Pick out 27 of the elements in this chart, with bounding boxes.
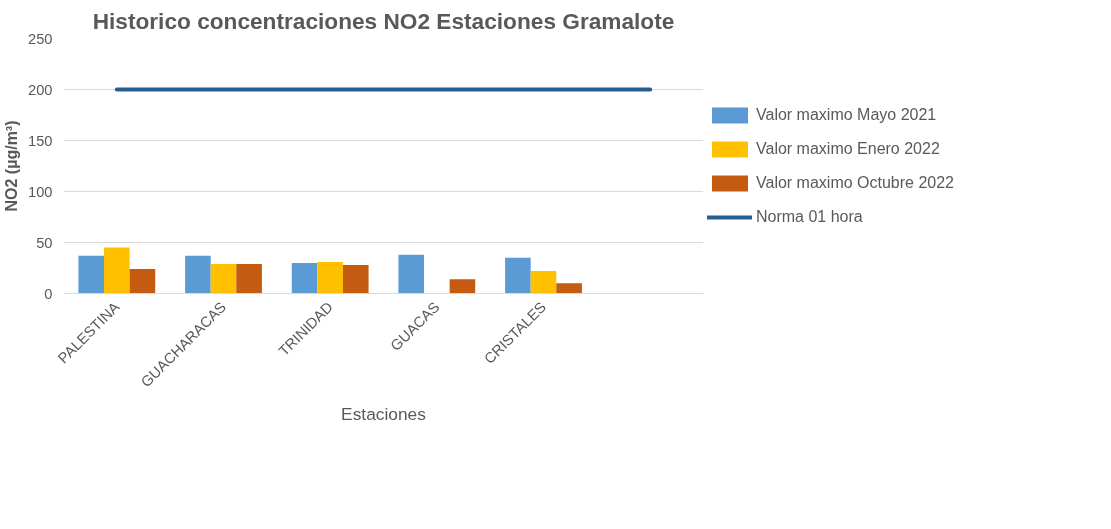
bar: [530, 271, 557, 294]
bar: [342, 264, 369, 294]
legend-label: Valor maximo Enero 2022: [756, 139, 940, 158]
bar: [291, 262, 318, 294]
bar: [129, 269, 156, 294]
bar: [236, 263, 262, 294]
chart-title: Historico concentraciones NO2 Estaciones Gramalote: [92, 7, 675, 34]
bar: [556, 283, 582, 294]
y-axis-title: NO2 (µg/m³): [3, 120, 21, 212]
y-tick-label: 0: [44, 285, 53, 302]
bar: [104, 247, 130, 294]
bar: [78, 255, 105, 294]
bar: [398, 254, 425, 294]
legend-label: Valor maximo Octubre 2022: [756, 173, 955, 192]
y-tick-label: 50: [36, 234, 53, 251]
y-tick-label: 100: [28, 183, 53, 200]
legend-label: Norma 01 hora: [756, 207, 863, 226]
legend-label: Valor maximo Mayo 2021: [756, 105, 937, 124]
y-tick-label: 250: [28, 30, 53, 47]
bar: [185, 255, 211, 294]
bar: [449, 279, 476, 294]
y-tick-label: 200: [28, 81, 53, 98]
x-axis-title: Estaciones: [341, 403, 427, 424]
bar: [210, 263, 237, 294]
bar: [317, 261, 343, 294]
bar: [505, 257, 531, 294]
y-tick-label: 150: [28, 132, 53, 149]
